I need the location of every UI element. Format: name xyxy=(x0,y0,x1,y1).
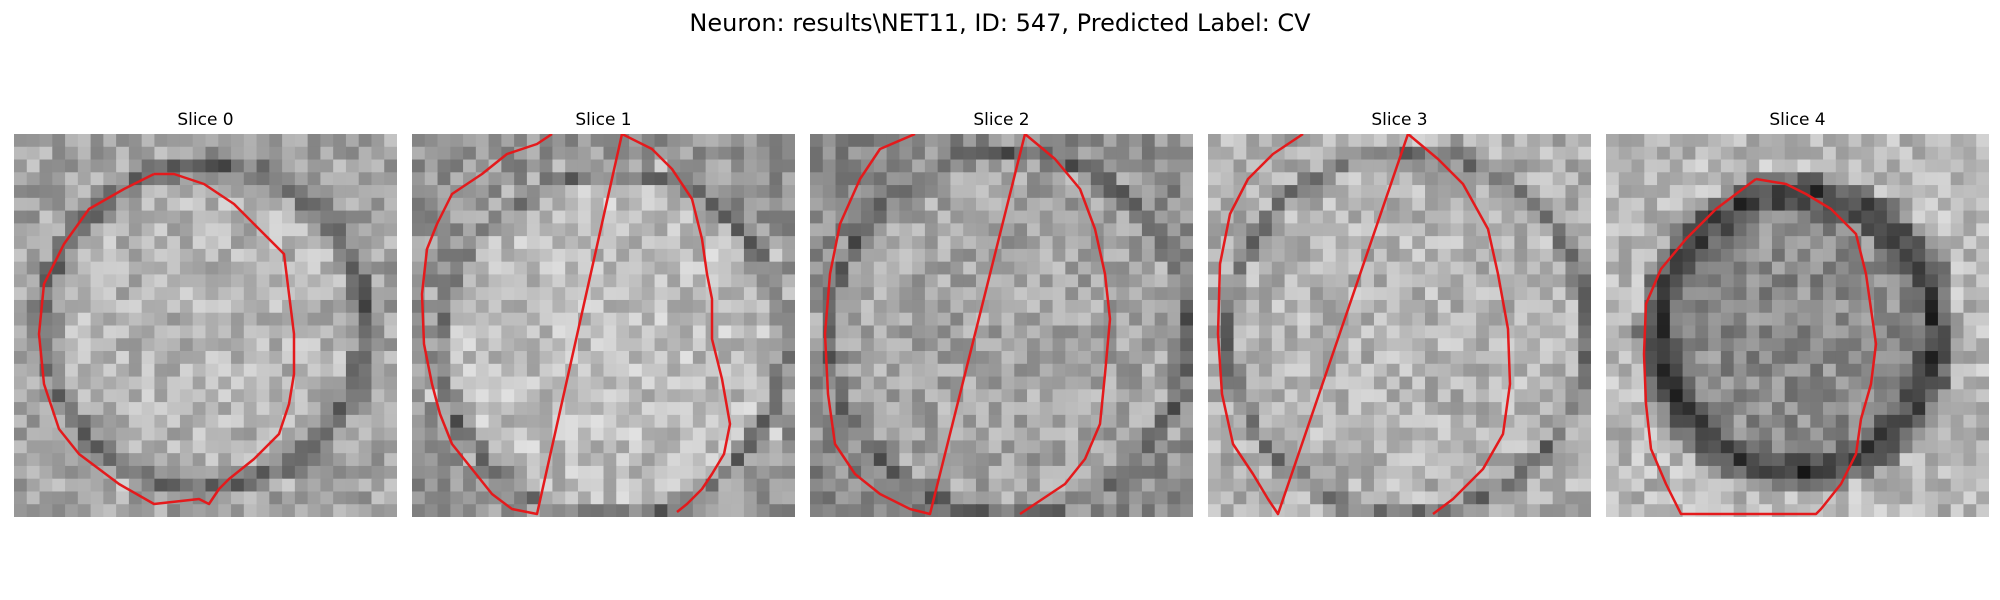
slice-title: Slice 4 xyxy=(1769,110,1826,130)
slice-title: Slice 3 xyxy=(1371,110,1428,130)
slice-title: Slice 1 xyxy=(575,110,632,130)
slice-panel-2: Slice 2 xyxy=(810,110,1193,517)
contour-line xyxy=(37,172,296,506)
slice-title: Slice 0 xyxy=(177,110,234,130)
contour-line xyxy=(420,134,732,516)
contour-line xyxy=(1216,134,1512,516)
slice-image xyxy=(1208,134,1591,517)
slice-image xyxy=(1606,134,1989,517)
slice-panel-1: Slice 1 xyxy=(412,110,795,517)
slice-panel-0: Slice 0 xyxy=(14,110,397,517)
slice-panel-4: Slice 4 xyxy=(1606,110,1989,517)
texture xyxy=(810,134,1193,517)
slice-title: Slice 2 xyxy=(973,110,1030,130)
texture xyxy=(1606,134,1989,517)
figure-title: Neuron: results\NET11, ID: 547, Predicte… xyxy=(689,9,1311,37)
texture xyxy=(1208,134,1591,517)
texture xyxy=(14,134,397,517)
contour-line xyxy=(823,134,1112,516)
slice-image xyxy=(810,134,1193,517)
contour-line xyxy=(1642,177,1878,516)
texture xyxy=(412,134,795,517)
slice-image xyxy=(14,134,397,517)
slice-image xyxy=(412,134,795,517)
slice-panel-3: Slice 3 xyxy=(1208,110,1591,517)
